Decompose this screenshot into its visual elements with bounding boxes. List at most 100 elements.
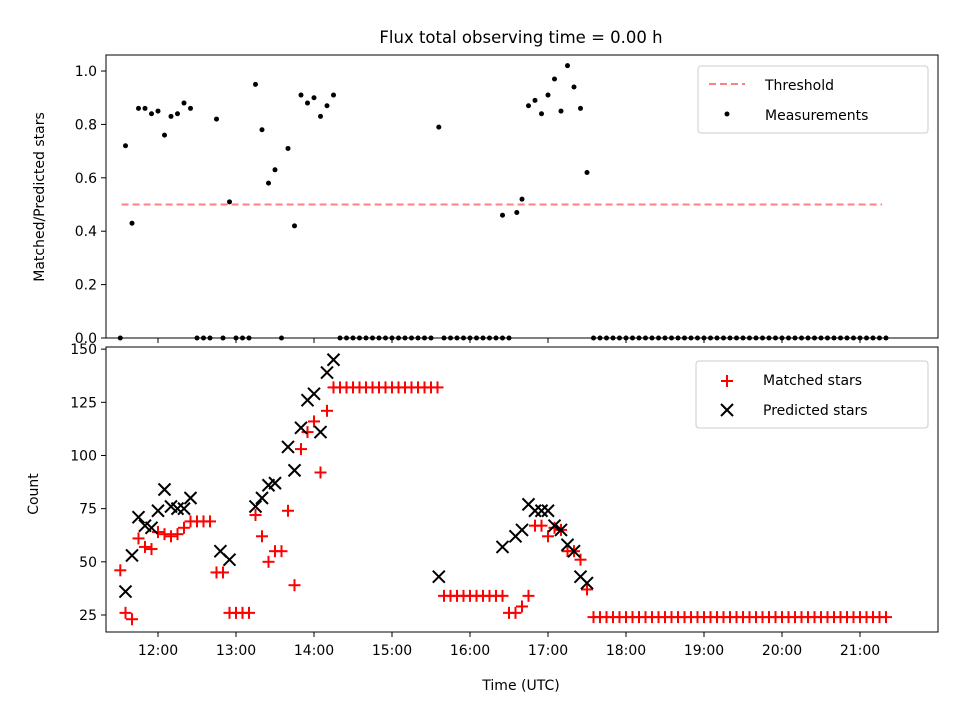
predicted-point	[541, 504, 555, 518]
measurement-point	[259, 127, 265, 133]
matched-point	[314, 466, 327, 479]
predicted-point	[528, 504, 542, 518]
measurement-point	[266, 180, 271, 186]
xtick-label: 17:00	[528, 643, 568, 659]
measurement-point	[168, 113, 174, 119]
measurements-legend-swatch	[724, 111, 730, 117]
measurement-point	[129, 220, 135, 226]
predicted-point	[313, 425, 328, 439]
ratio-legend-box	[697, 65, 929, 134]
measurement-point	[514, 210, 520, 216]
xtick-label: 21:00	[840, 643, 880, 659]
xtick-label: 19:00	[684, 643, 724, 659]
predicted-point	[495, 540, 510, 554]
ytick-label: 100	[70, 448, 97, 464]
ytick-label: 125	[70, 395, 97, 411]
predicted-point	[326, 353, 341, 367]
ytick-label: 0.6	[75, 171, 97, 187]
measurement-point	[500, 212, 505, 218]
ratio-axes: 0.0 0.2 0.4 0.6 0.8 1.0	[75, 64, 861, 347]
measurement-point	[181, 100, 187, 106]
measurement-point	[539, 111, 544, 117]
ratio-plot-frame	[105, 54, 939, 339]
measurement-point	[188, 105, 193, 111]
predicted-point	[287, 463, 302, 478]
xtick-label: 15:00	[372, 643, 412, 659]
matched-point	[301, 426, 314, 439]
measurement-point	[175, 111, 180, 117]
ratio-panel: 0.0 0.2 0.4 0.6 0.8 1.0 Matched/Predicted sta…	[32, 54, 939, 347]
matched-point	[243, 606, 255, 619]
count-xlabel: Time (UTC)	[481, 678, 559, 694]
matched-point	[581, 583, 593, 596]
predicted-point	[567, 544, 581, 558]
predicted-point	[580, 576, 594, 590]
matched-point	[535, 519, 548, 532]
measurement-point	[272, 167, 278, 173]
xtick-label: 12:00	[138, 643, 178, 659]
predicted-point	[248, 499, 263, 514]
measurement-point	[227, 199, 232, 205]
ytick-label: 50	[79, 555, 97, 571]
matched-point	[152, 526, 164, 539]
ytick-label: 0.4	[75, 224, 97, 240]
predicted-legend-label: Predicted stars	[763, 403, 868, 419]
count-legend-box	[695, 360, 929, 429]
measurement-point	[155, 108, 161, 114]
matched-point	[165, 530, 177, 543]
predicted-legend-swatch	[720, 403, 734, 417]
predicted-point	[515, 523, 529, 537]
measurement-point	[149, 111, 154, 117]
measurement-point	[318, 113, 323, 119]
count-ylabel: Count	[26, 473, 42, 515]
matched-point	[139, 540, 151, 553]
ratio-marks	[117, 63, 889, 341]
predicted-point	[320, 365, 334, 380]
measurement-point	[545, 92, 551, 98]
measurements-legend-label: Measurements	[765, 108, 868, 124]
matched-point	[119, 606, 132, 619]
matched-point	[256, 530, 268, 543]
predicted-point	[125, 548, 139, 563]
ytick-label: 0.2	[75, 278, 97, 294]
xtick-label: 13:00	[216, 643, 256, 659]
ytick-label: 0.0	[75, 331, 97, 347]
matched-point	[249, 509, 262, 522]
matched-point	[496, 589, 509, 602]
xtick-label: 16:00	[450, 643, 490, 659]
count-plot-frame	[105, 346, 939, 633]
ytick-label: 25	[79, 608, 97, 624]
matched-point	[295, 443, 307, 456]
predicted-point	[534, 504, 549, 518]
predicted-point	[222, 552, 237, 567]
measurement-point	[142, 105, 148, 111]
matched-point	[509, 606, 522, 619]
ratio-ylabel: Matched/Predicted stars	[32, 112, 48, 282]
measurement-point	[519, 196, 525, 202]
matched-point	[114, 564, 127, 577]
threshold-legend-label: Threshold	[764, 78, 834, 94]
ratio-legend: Threshold Measurements	[697, 65, 929, 134]
measurement-point	[571, 84, 577, 90]
predicted-point	[170, 501, 185, 516]
predicted-point	[281, 440, 295, 454]
measurement-point	[584, 169, 590, 175]
matched-point	[308, 415, 320, 428]
measurement-point	[285, 145, 291, 151]
measurement-point	[292, 223, 297, 229]
measurement-point	[331, 92, 336, 98]
matched-stars-series	[114, 381, 892, 626]
matched-point	[522, 589, 535, 602]
count-marks	[114, 353, 892, 626]
ytick-label: 1.0	[75, 64, 97, 80]
ytick-label: 0.8	[75, 117, 97, 133]
predicted-stars-series	[118, 353, 594, 599]
matched-point	[145, 543, 158, 556]
measurement-point	[565, 63, 570, 69]
count-panel: 25 50 75 100 125 150 12:00 13:00 14:00 15:00 16:00…	[26, 342, 939, 694]
predicted-point	[183, 491, 198, 505]
measurement-point	[123, 143, 128, 149]
xtick-label: 14:00	[294, 643, 334, 659]
matched-point	[204, 515, 216, 528]
matched-point	[217, 566, 229, 579]
